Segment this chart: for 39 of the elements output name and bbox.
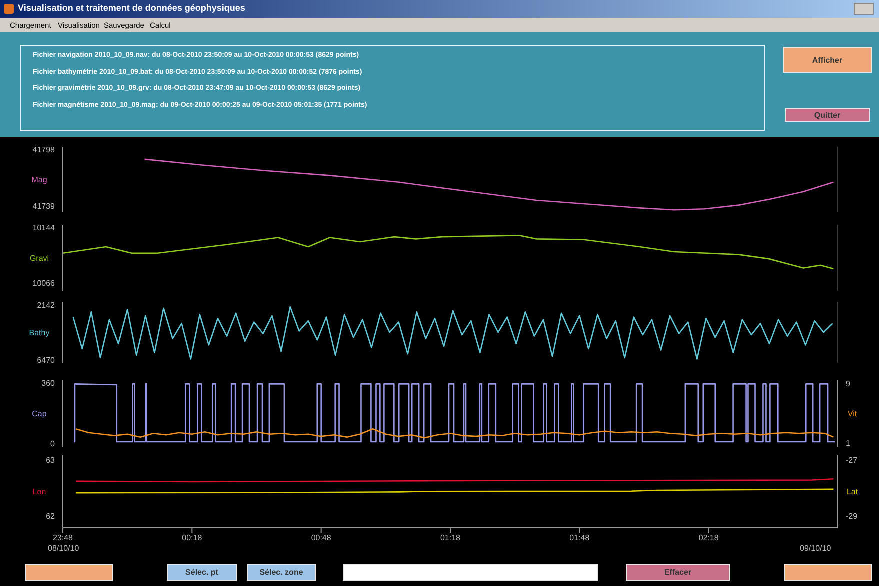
- text: 09/10/10: [800, 544, 832, 553]
- text: Afficher: [812, 56, 843, 64]
- y2-tick-label: -27: [846, 456, 858, 465]
- line-series: [63, 234, 834, 270]
- y-tick-label: 10144: [32, 224, 56, 233]
- x-tick-label: 00:18: [182, 534, 203, 543]
- y2-axis-title: Lat: [846, 487, 859, 496]
- y-tick-label: 41798: [32, 146, 56, 155]
- y2-axis-title: Vit: [848, 409, 858, 418]
- chart-title: Visualisation et traitement de données géophysiques: [18, 3, 246, 13]
- y-tick-label: 2142: [37, 300, 56, 310]
- line-series: [72, 306, 834, 360]
- line-series: [144, 158, 834, 211]
- y-axis-title: Bathy: [29, 328, 50, 338]
- y2-tick-label: 1: [846, 439, 851, 448]
- y-tick-label: 6470: [37, 356, 56, 365]
- y-tick-label: 62: [46, 512, 56, 522]
- y-tick-label: 41739: [32, 202, 56, 212]
- y-tick-label: 360: [42, 379, 56, 388]
- y-tick-label: 10066: [32, 279, 56, 288]
- y-axis-title: Lon: [32, 487, 46, 496]
- x-tick-label: 02:18: [698, 534, 720, 543]
- y2-tick-label: -29: [846, 512, 858, 521]
- text: Sélec. zone: [260, 568, 304, 577]
- x-tick-label: 23:48: [52, 534, 74, 543]
- x-tick-label: 00:48: [311, 534, 332, 543]
- y-axis-title: Gravi: [30, 254, 50, 263]
- x-tick-label: 01:48: [570, 534, 590, 543]
- y-tick-label: 0: [50, 439, 56, 448]
- y-axis-title: Cap: [32, 409, 48, 418]
- text: 08/10/10: [48, 544, 80, 553]
- text: Sélec. pt: [186, 568, 218, 577]
- line-series: [75, 428, 834, 439]
- y2-tick-label: 9: [846, 380, 851, 389]
- x-tick-label: 01:18: [440, 534, 462, 543]
- y-axis-title: Mag: [32, 175, 48, 184]
- y-tick-label: 63: [46, 456, 56, 465]
- text: Quitter: [814, 110, 841, 120]
- text: Effacer: [664, 568, 692, 577]
